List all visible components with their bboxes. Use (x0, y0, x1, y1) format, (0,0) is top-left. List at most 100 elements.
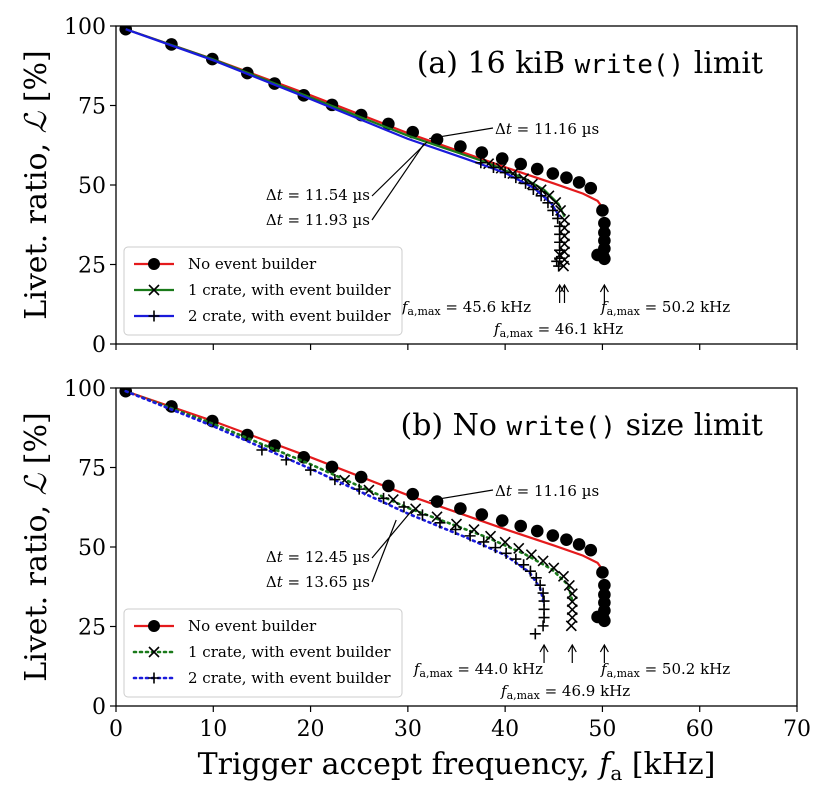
data-point (514, 157, 528, 171)
legend-box (123, 246, 403, 336)
data-point (527, 183, 539, 195)
arrow-head (559, 283, 570, 293)
annotation-leader (429, 127, 494, 140)
annotation-leader (371, 519, 397, 583)
data-point (548, 562, 560, 574)
x-tick-label: 0 (109, 717, 123, 742)
data-point (450, 524, 462, 536)
data-point (598, 216, 611, 230)
annotation-leader (371, 143, 425, 221)
data-point (572, 538, 586, 551)
legend-marker (148, 672, 160, 684)
annotation-fmax-label: fa,max = 46.9 kHz (500, 682, 630, 702)
data-point (119, 26, 133, 36)
legend-label: No event builder (188, 255, 317, 273)
y-axis-label: Livet. ratio, ℒ [%] (19, 412, 54, 681)
legend-label: 1 crate, with event builder (188, 281, 391, 299)
annotation-text: Δt = 12.45 µs (266, 548, 370, 566)
data-point (566, 588, 578, 600)
axes-frame (115, 25, 798, 345)
data-point (475, 146, 489, 159)
data-point (434, 517, 446, 529)
arrow-head (599, 643, 609, 653)
data-point (495, 514, 509, 527)
y-tick-label: 100 (64, 377, 106, 402)
data-point (566, 596, 578, 608)
data-point (464, 530, 476, 542)
data-point (530, 572, 542, 584)
legend-label: No event builder (188, 617, 317, 635)
data-point (584, 181, 598, 195)
data-point (513, 542, 525, 554)
y-tick-label: 75 (78, 95, 106, 120)
data-point (280, 454, 292, 466)
panel-title: (a) 16 kiB write() limit (417, 46, 763, 81)
annotation-text: Δt = 11.54 µs (266, 186, 370, 204)
legend: No event builder 1 crate, with event buil… (123, 608, 403, 698)
x-tick-label: 40 (491, 717, 519, 742)
data-point (382, 479, 395, 493)
data-point (430, 495, 444, 508)
data-point (325, 460, 339, 474)
annotation-leader (371, 509, 414, 559)
data-point (558, 230, 571, 242)
data-point (478, 536, 490, 548)
y-tick-label: 100 (64, 15, 106, 40)
data-point (500, 547, 512, 559)
axes-frame (115, 387, 798, 707)
data-point (454, 140, 467, 153)
data-point (495, 152, 509, 165)
data-point (558, 214, 571, 226)
data-point (387, 494, 399, 506)
data-point (596, 204, 609, 217)
data-point (538, 612, 550, 624)
data-point (598, 578, 611, 592)
data-point (535, 190, 547, 202)
data-point (119, 388, 133, 398)
legend-label: 2 crate, with event builder (188, 307, 391, 325)
y-tick-label: 25 (78, 616, 106, 641)
annotation-fmax-label: fa,max = 50.2 kHz (600, 660, 730, 680)
data-point (524, 565, 536, 577)
data-point (510, 172, 522, 184)
legend-label: 2 crate, with event builder (188, 669, 391, 687)
data-point (552, 212, 564, 224)
data-point (518, 559, 530, 571)
annotation-text: Δt = 11.16 µs (495, 120, 599, 138)
legend-marker (148, 646, 160, 658)
data-point (535, 184, 547, 196)
panel-b: 0 10 20 30 40 50 60 70 0 25 50 75 100 (b) No write() … (19, 377, 811, 785)
y-tick-label: 50 (78, 536, 106, 561)
data-point (525, 549, 537, 561)
data-point (454, 502, 467, 515)
data-point (475, 508, 489, 521)
y-tick-label: 0 (92, 333, 106, 358)
x-tick-label: 10 (199, 717, 227, 742)
annotation-text: Δt = 11.16 µs (495, 482, 599, 500)
legend-marker (148, 310, 160, 322)
y-tick-label: 75 (78, 457, 106, 482)
data-point (560, 533, 573, 546)
data-point (596, 566, 609, 579)
legend-marker (148, 284, 160, 296)
x-tick-label: 50 (588, 717, 616, 742)
x-tick-label: 70 (783, 717, 811, 742)
arrow-head (599, 283, 609, 293)
panel-title: (b) No write() size limit (401, 408, 764, 443)
data-point (487, 162, 499, 174)
data-point (558, 238, 571, 250)
data-point (450, 518, 463, 530)
data-point (598, 252, 611, 266)
data-point (565, 620, 577, 632)
y-tick-label: 0 (92, 695, 106, 720)
annotation-leader (371, 141, 428, 197)
data-point (530, 524, 544, 538)
data-point (256, 444, 268, 456)
data-point (305, 464, 317, 476)
y-tick-label: 25 (78, 254, 106, 279)
data-point (572, 176, 586, 189)
legend-marker (148, 620, 160, 632)
data-point (557, 570, 570, 582)
data-point (547, 204, 559, 216)
x-tick-label: 60 (686, 717, 714, 742)
